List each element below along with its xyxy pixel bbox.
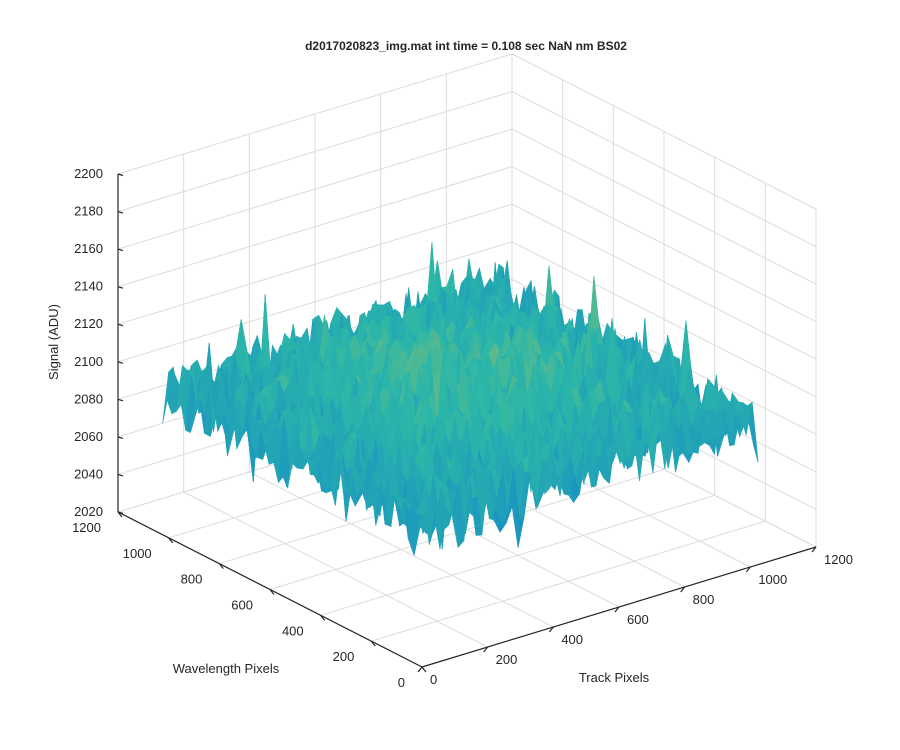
x-tick — [811, 546, 817, 553]
grid-line — [511, 166, 817, 323]
y-tick-label: 0 — [398, 675, 405, 690]
grid-line — [117, 53, 513, 175]
grid-line — [511, 128, 817, 285]
z-tick — [117, 323, 124, 327]
z-tick-label: 2040 — [74, 466, 103, 481]
z-tick — [117, 210, 124, 214]
grid-line — [511, 53, 817, 210]
y-tick-label: 1200 — [72, 520, 101, 535]
z-tick-label: 2180 — [74, 204, 103, 219]
grid-line — [117, 203, 513, 325]
surface-cell — [416, 500, 429, 515]
z-tick — [117, 173, 124, 177]
grid-line — [371, 520, 766, 642]
z-tick-label: 2060 — [74, 429, 103, 444]
x-tick-label: 1000 — [758, 572, 787, 587]
z-tick — [117, 361, 124, 364]
grid-line — [511, 203, 817, 360]
grid-line — [269, 469, 665, 590]
x-tick — [680, 586, 686, 593]
grid-line — [320, 494, 715, 616]
z-tick — [117, 398, 124, 402]
grid-line — [117, 128, 513, 250]
grid-line — [117, 91, 513, 213]
z-tick-label: 2200 — [74, 166, 103, 181]
z-tick-label: 2140 — [74, 279, 103, 294]
y-tick-label: 800 — [181, 572, 203, 587]
z-tick-label: 2120 — [74, 316, 103, 331]
x-tick-label: 800 — [693, 592, 715, 607]
z-tick-label: 2020 — [74, 504, 103, 519]
grid-line — [511, 241, 817, 398]
z-tick — [117, 436, 124, 439]
y-tick — [218, 563, 224, 570]
x-tick — [483, 646, 489, 653]
z-tick-label: 2160 — [74, 241, 103, 256]
y-tick — [370, 640, 376, 647]
z-tick — [117, 511, 124, 515]
grid-line — [117, 166, 513, 288]
y-axis-label: Wavelength Pixels — [173, 661, 280, 676]
y-tick — [421, 666, 427, 673]
z-tick-label: 2100 — [74, 354, 103, 369]
x-tick — [614, 606, 620, 613]
surface-data — [162, 242, 759, 556]
z-axis-label: Signal (ADU) — [46, 304, 61, 380]
y-tick-label: 200 — [333, 649, 355, 664]
x-tick-label: 200 — [496, 652, 518, 667]
grid-line — [511, 91, 817, 248]
x-tick-label: 1200 — [824, 552, 853, 567]
z-tick — [117, 286, 124, 289]
tick-labels: 0 200 400 600 800 1000 1200 0 200 400 600 800 1000 12… — [72, 166, 853, 690]
y-tick — [117, 511, 123, 518]
grid-line — [117, 241, 513, 363]
x-tick-label: 600 — [627, 612, 649, 627]
y-tick — [269, 589, 275, 595]
z-tick-label: 2080 — [74, 391, 103, 406]
x-axis-label: Track Pixels — [579, 670, 650, 685]
y-tick-label: 600 — [231, 598, 253, 613]
axes — [117, 173, 817, 673]
x-tick — [417, 666, 423, 673]
x-tick — [745, 566, 751, 573]
chart-title: d2017020823_img.mat int time = 0.108 sec… — [305, 39, 627, 53]
y-tick — [320, 614, 326, 621]
z-tick — [117, 248, 124, 252]
y-tick-label: 1000 — [123, 546, 152, 561]
x-tick — [548, 626, 554, 633]
z-tick — [117, 473, 124, 477]
y-tick — [168, 537, 174, 544]
x-tick-label: 0 — [430, 672, 437, 687]
x-tick-label: 400 — [561, 632, 583, 647]
y-tick-label: 400 — [282, 623, 304, 638]
